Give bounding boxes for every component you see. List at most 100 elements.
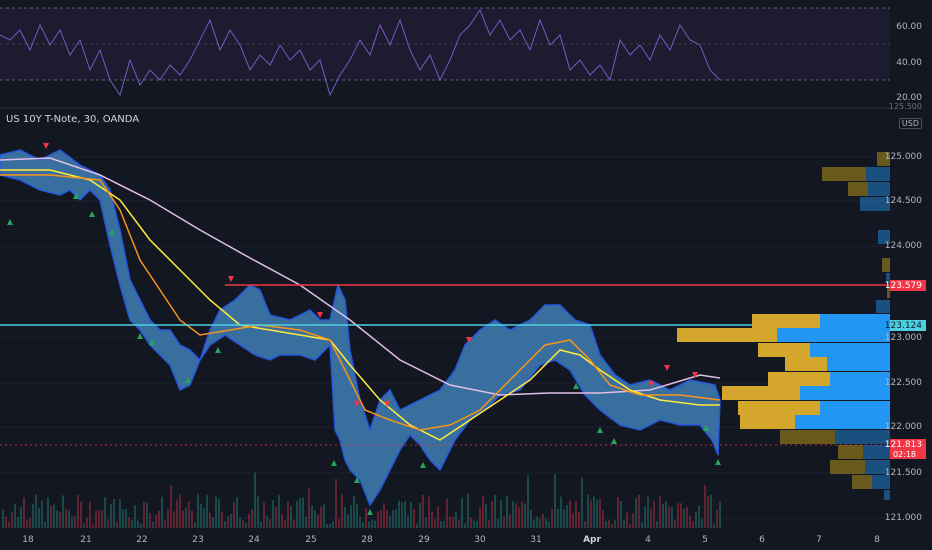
volume-bar <box>605 521 607 528</box>
volume-bars <box>2 472 721 528</box>
volume-bar <box>2 509 4 528</box>
volume-bar <box>506 495 508 528</box>
volume-bar <box>302 497 304 528</box>
volume-bar <box>377 511 379 528</box>
volume-bar <box>317 514 319 528</box>
volume-bar <box>602 509 604 528</box>
volume-bar <box>140 523 142 528</box>
volume-bar <box>449 516 451 528</box>
volume-bar <box>542 513 544 528</box>
volume-bar <box>218 499 220 528</box>
time-axis-label: 28 <box>361 535 373 545</box>
volume-bar <box>248 513 250 528</box>
rsi-axis-label-20: 20.00 <box>896 93 922 103</box>
volume-bar <box>65 509 67 528</box>
volume-bar <box>689 515 691 528</box>
keltner-band <box>0 149 721 507</box>
volume-bar <box>554 473 556 528</box>
volume-bar <box>710 494 712 528</box>
volume-bar <box>44 521 46 528</box>
volume-bar <box>434 518 436 528</box>
volume-bar <box>617 496 619 528</box>
volume-bar <box>425 517 427 528</box>
volume-bar <box>608 519 610 528</box>
volume-bar <box>437 506 439 528</box>
volume-bar <box>221 511 223 528</box>
volume-bar <box>266 515 268 528</box>
volume-bar <box>26 520 28 528</box>
volume-bar <box>512 501 514 528</box>
volume-bar <box>68 510 70 528</box>
buy-signal-arrow-icon <box>597 427 603 433</box>
volume-bar <box>284 520 286 528</box>
volume-bar <box>185 507 187 528</box>
volume-bar <box>233 501 235 528</box>
volume-bar <box>125 509 127 528</box>
volume-bar <box>86 517 88 528</box>
ma-orange-line <box>0 174 721 431</box>
volume-bar <box>242 520 244 528</box>
volume-bar <box>245 523 247 528</box>
price-axis-label: 122.500 <box>884 378 922 388</box>
currency-badge[interactable]: USD <box>898 118 922 129</box>
volume-bar <box>482 495 484 528</box>
volume-bar <box>578 512 580 528</box>
sell-signal-arrow-icon <box>664 365 670 371</box>
volume-bar <box>641 521 643 528</box>
volume-bar <box>692 521 694 528</box>
volume-bar <box>632 513 634 528</box>
price-axis-label: 122.000 <box>884 422 922 432</box>
volume-bar <box>344 506 346 528</box>
volume-bar <box>80 501 82 528</box>
price-axis-label: 121.500 <box>884 468 922 478</box>
volume-bar <box>404 501 406 528</box>
rsi-axis-label-40: 40.00 <box>896 58 922 68</box>
volume-bar <box>470 517 472 528</box>
price-axis-label: 124.000 <box>884 241 922 251</box>
volume-bar <box>572 513 574 528</box>
time-axis-label: 24 <box>248 535 260 545</box>
sell-signal-arrow-icon <box>384 401 390 407</box>
volume-bar <box>422 495 424 528</box>
volume-bar <box>215 496 217 528</box>
symbol-title[interactable]: US 10Y T-Note, 30, OANDA <box>6 114 140 125</box>
volume-bar <box>392 510 394 528</box>
volume-bar <box>581 477 583 528</box>
volume-bar <box>269 519 271 528</box>
volume-bar <box>680 503 682 528</box>
volume-bar <box>524 503 526 528</box>
volume-bar <box>560 496 562 528</box>
volume-bar <box>314 510 316 528</box>
volume-bar <box>533 519 535 528</box>
volume-bar <box>677 502 679 528</box>
volume-bar <box>458 519 460 528</box>
volume-bar <box>50 505 52 528</box>
volume-bar <box>29 518 31 528</box>
volume-bar <box>272 500 274 528</box>
volume-bar <box>206 495 208 528</box>
volume-bar <box>551 508 553 528</box>
volume-bar <box>110 504 112 528</box>
volume-bar <box>491 501 493 528</box>
volume-bar <box>263 502 265 528</box>
volume-bar <box>503 516 505 528</box>
volume-bar <box>488 520 490 528</box>
volume-bar <box>257 495 259 528</box>
volume-bar <box>473 520 475 528</box>
volume-bar <box>122 509 124 528</box>
volume-bar <box>164 520 166 528</box>
sell-signal-arrow-icon <box>692 372 698 378</box>
volume-bar <box>47 497 49 528</box>
volume-bar <box>53 504 55 528</box>
sell-signal-arrow-icon <box>228 276 234 282</box>
volume-bar <box>653 501 655 528</box>
volume-bar <box>548 521 550 528</box>
resistance-price-tag <box>890 280 926 291</box>
price-axis-label: 125.000 <box>884 152 922 162</box>
volume-bar <box>188 501 190 528</box>
volume-bar <box>179 494 181 528</box>
volume-bar <box>98 510 100 528</box>
volume-bar <box>656 521 658 528</box>
volume-bar <box>386 510 388 528</box>
